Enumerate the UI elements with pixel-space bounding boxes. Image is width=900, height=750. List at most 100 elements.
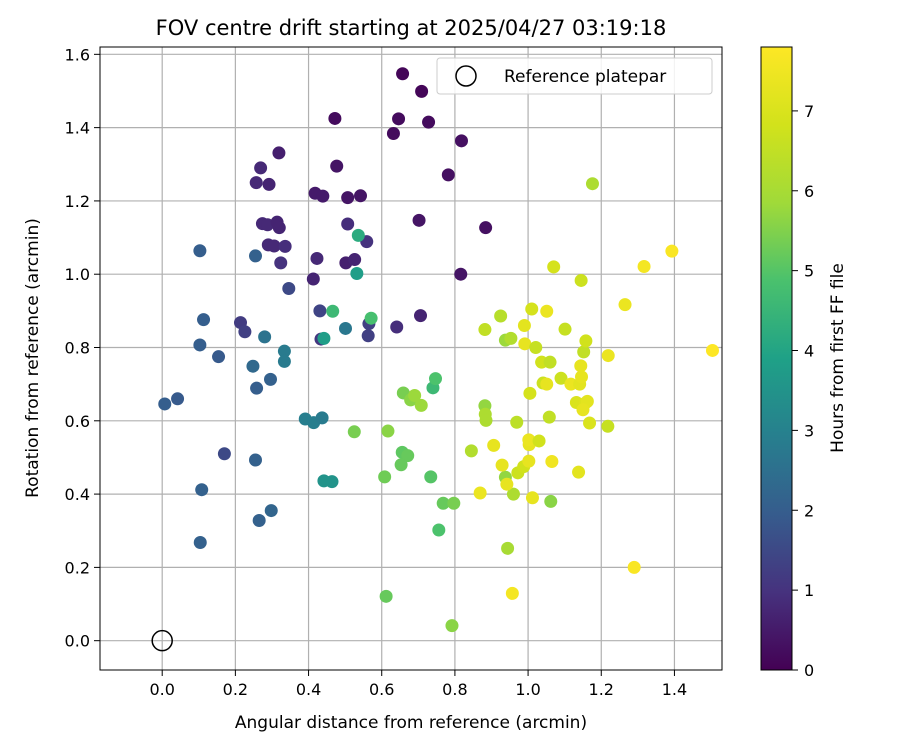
y-axis-ticks: 0.0 0.2 0.4 0.6 0.8 1.0 1.2 1.4 1.6 — [65, 45, 100, 651]
data-point — [252, 513, 266, 527]
data-point — [495, 458, 509, 472]
data-point — [277, 344, 291, 358]
data-point — [381, 424, 395, 438]
data-point — [158, 397, 172, 411]
data-point — [249, 176, 263, 190]
data-point — [361, 329, 375, 343]
data-point — [414, 398, 428, 412]
data-point — [341, 217, 355, 231]
y-tick-label: 0.0 — [65, 632, 90, 651]
data-point — [238, 325, 252, 339]
plot-frame — [99, 46, 723, 671]
x-axis-ticks: 0.0 0.2 0.4 0.6 0.8 1.0 1.2 1.4 — [149, 670, 687, 699]
data-point — [454, 267, 468, 281]
data-point — [282, 282, 296, 296]
data-point — [540, 304, 554, 318]
data-point — [272, 146, 286, 160]
data-point — [545, 454, 559, 468]
data-point — [390, 320, 404, 334]
data-point — [487, 438, 501, 452]
data-point — [574, 359, 588, 373]
data-point — [479, 413, 493, 427]
y-tick-label: 1.4 — [65, 119, 90, 138]
data-point — [517, 319, 531, 333]
x-tick-label: 0.8 — [442, 680, 467, 699]
data-point — [424, 470, 438, 484]
data-point — [350, 266, 364, 280]
data-point — [510, 415, 524, 429]
data-point — [618, 298, 632, 312]
colorbar-tick-label: 4 — [804, 342, 814, 361]
data-point — [478, 323, 492, 337]
data-point — [525, 302, 539, 316]
data-point — [415, 84, 429, 98]
data-point — [197, 313, 211, 327]
colorbar-label: Hours from first FF file — [828, 263, 848, 453]
colorbar-tick-label: 6 — [804, 182, 814, 201]
y-tick-label: 0.6 — [65, 412, 90, 431]
data-point — [347, 425, 361, 439]
data-point — [330, 159, 344, 173]
data-point — [193, 535, 207, 549]
data-point — [585, 177, 599, 191]
x-axis-label: Angular distance from reference (arcmin) — [235, 713, 587, 733]
data-point — [339, 321, 353, 335]
data-point — [193, 244, 207, 258]
data-point — [250, 381, 264, 395]
data-point — [422, 115, 436, 129]
data-point — [401, 449, 415, 463]
data-point — [379, 589, 393, 603]
data-point — [246, 359, 260, 373]
data-point — [217, 447, 231, 461]
data-points — [158, 67, 719, 633]
data-point — [665, 244, 679, 258]
data-point — [542, 410, 556, 424]
data-point — [579, 334, 593, 348]
data-point — [576, 403, 590, 417]
reference-marker — [151, 629, 173, 652]
data-point — [412, 213, 426, 227]
y-axis-label: Rotation from reference (arcmin) — [23, 218, 43, 498]
data-point — [267, 239, 281, 253]
data-point — [429, 372, 443, 386]
data-point — [325, 475, 339, 489]
data-point — [341, 191, 355, 205]
y-tick-label: 0.2 — [65, 558, 90, 577]
data-point — [454, 134, 468, 148]
data-point — [506, 487, 520, 501]
chart-title: FOV centre drift starting at 2025/04/27 … — [156, 16, 667, 40]
x-tick-label: 0.2 — [223, 680, 248, 699]
data-point — [272, 221, 286, 235]
colorbar-gradient — [760, 46, 793, 671]
colorbar-tick-label: 0 — [804, 661, 814, 680]
data-point — [351, 228, 365, 242]
colorbar-tick-label: 2 — [804, 501, 814, 520]
data-point — [348, 253, 362, 267]
data-point — [447, 496, 461, 510]
data-point — [601, 419, 615, 433]
data-point — [601, 349, 615, 363]
data-point — [574, 273, 588, 287]
data-point — [249, 249, 262, 263]
x-tick-label: 0.0 — [149, 680, 174, 699]
data-point — [326, 304, 340, 318]
data-point — [212, 350, 226, 364]
grid — [100, 47, 722, 670]
data-point — [328, 111, 342, 125]
data-point — [500, 477, 514, 491]
data-point — [195, 483, 209, 497]
data-point — [254, 161, 268, 175]
data-point — [558, 322, 572, 336]
data-point — [501, 541, 515, 555]
y-tick-label: 1.2 — [65, 192, 90, 211]
data-point — [317, 331, 331, 345]
data-point — [432, 523, 446, 537]
colorbar-tick-label: 5 — [804, 262, 814, 281]
legend-entry-label: Reference platepar — [504, 67, 666, 87]
data-point — [262, 177, 276, 191]
data-point — [543, 355, 557, 369]
data-point — [378, 470, 392, 484]
data-point — [479, 221, 493, 235]
data-point — [193, 338, 207, 352]
